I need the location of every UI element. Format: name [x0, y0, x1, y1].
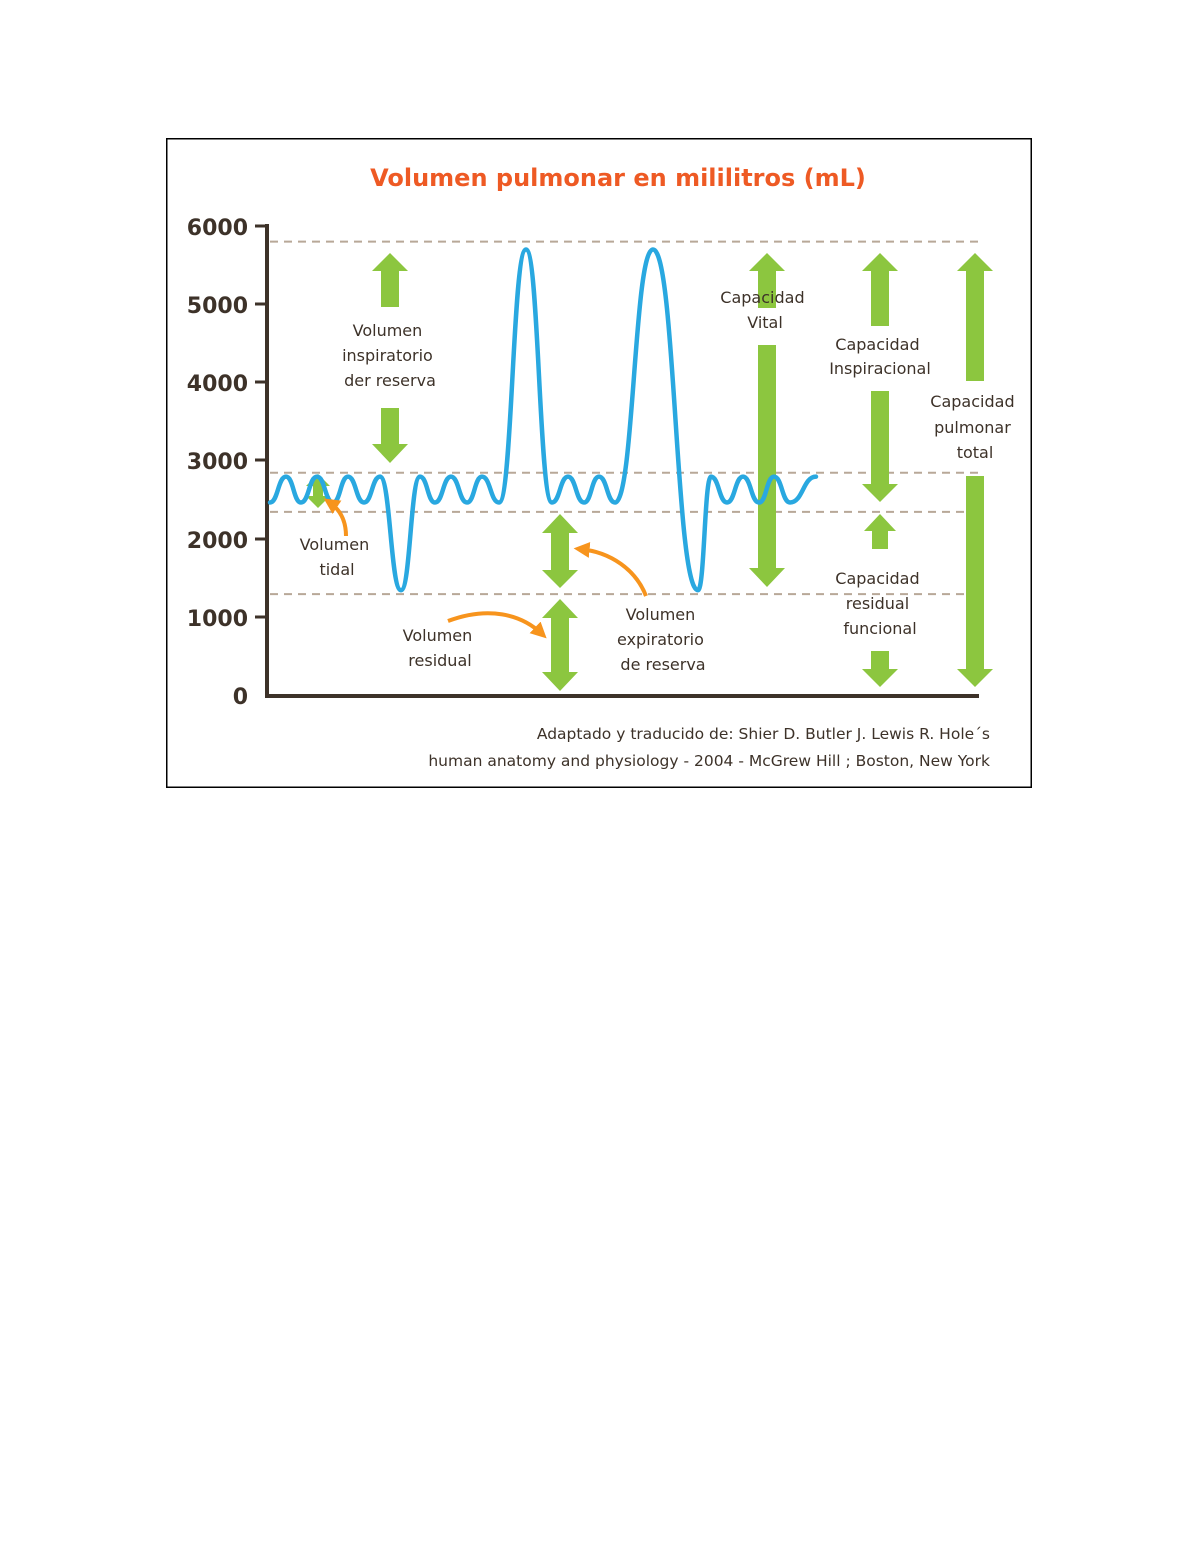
y-tick-label: 1000	[187, 607, 248, 632]
chart-title: Volumen pulmonar en mililitros (mL)	[370, 164, 866, 192]
arrow-down-cv	[749, 345, 785, 587]
lung-volume-chart: Volumen pulmonar en mililitros (mL) 6000…	[166, 138, 1032, 788]
arrow-up-vir	[372, 253, 408, 307]
figure-border	[166, 138, 1032, 788]
arrows	[306, 253, 993, 691]
pointer-arrow-vt	[323, 498, 348, 537]
pointer-arrow-ver	[573, 541, 648, 597]
y-tick-label: 6000	[187, 216, 248, 241]
label-capacidad-vital: Capacidad Vital	[720, 288, 809, 332]
y-tick-label: 3000	[187, 450, 248, 475]
y-tick-label: 2000	[187, 529, 248, 554]
arrow-down-ci	[862, 391, 898, 502]
y-tick-label: 5000	[187, 294, 248, 319]
arrow-up-cv	[749, 253, 785, 308]
label-capacidad-pulmonar-total: Capacidad pulmonar total	[930, 392, 1019, 462]
source-credit-line-1: Adaptado y traducido de: Shier D. Butler…	[537, 725, 990, 743]
arrow-down-cpt	[957, 476, 993, 687]
y-tick-label: 0	[233, 685, 248, 710]
pointer-arrow-vr	[447, 611, 547, 639]
lung-volume-curve	[267, 247, 819, 593]
label-volumen-inspiratorio-de-reserva: Volumen inspiratorio der reserva	[342, 321, 438, 390]
label-capacidad-residual-funcional: Capacidad residual funcional	[835, 569, 924, 638]
label-volumen-tidal: Volumen tidal	[300, 535, 375, 579]
label-capacidad-inspiracional: Capacidad Inspiracional	[829, 335, 931, 378]
arrow-vr	[542, 599, 578, 691]
arrow-down-vir	[372, 408, 408, 463]
arrow-down-crf	[862, 651, 898, 687]
arrow-up-cpt	[957, 253, 993, 381]
arrow-up-ci	[862, 253, 898, 326]
y-tick-label: 4000	[187, 372, 248, 397]
arrow-ver	[542, 514, 578, 588]
label-volumen-expiratorio-de-reserva: Volumen expiratorio de reserva	[617, 605, 709, 674]
arrow-up-crf	[864, 514, 896, 549]
label-volumen-residual: Volumen residual	[403, 626, 478, 670]
source-credit-line-2: human anatomy and physiology - 2004 - Mc…	[428, 752, 990, 770]
